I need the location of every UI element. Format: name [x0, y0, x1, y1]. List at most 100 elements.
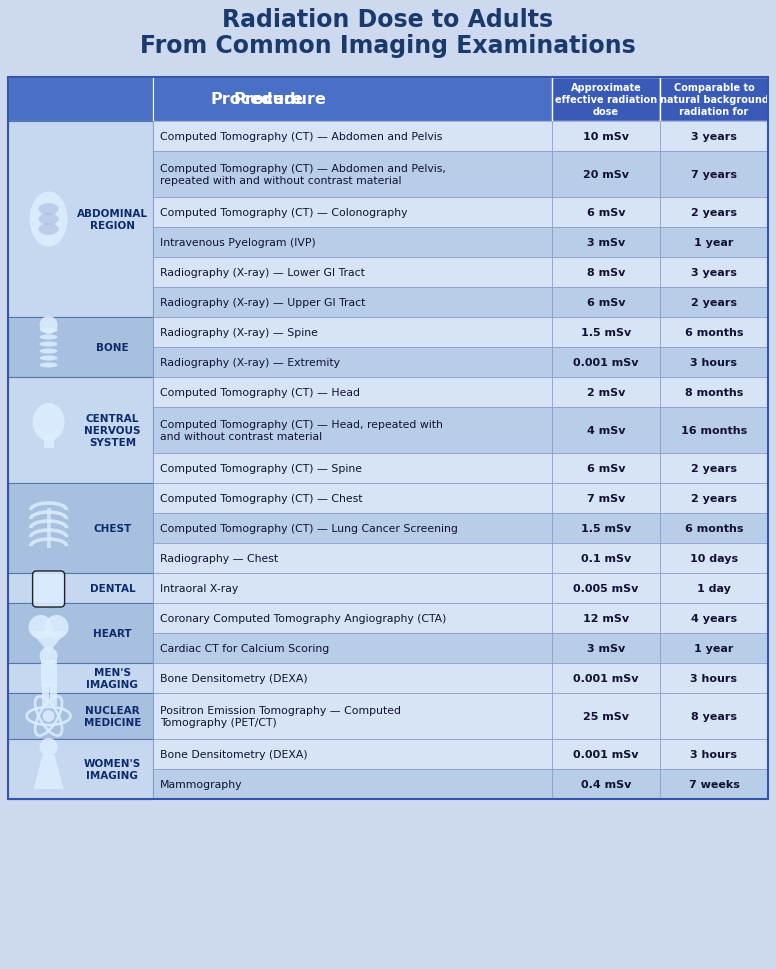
Bar — [660, 348, 768, 378]
Bar — [8, 318, 153, 378]
Bar — [552, 514, 660, 544]
Bar — [552, 574, 660, 604]
Bar — [40, 660, 57, 686]
Text: DENTAL: DENTAL — [89, 583, 135, 593]
Bar — [660, 198, 768, 228]
Text: 2 years: 2 years — [691, 207, 737, 218]
Ellipse shape — [40, 363, 57, 368]
Bar — [552, 408, 660, 453]
Text: Computed Tomography (CT) — Abdomen and Pelvis: Computed Tomography (CT) — Abdomen and P… — [160, 132, 442, 141]
Text: 8 months: 8 months — [684, 388, 743, 397]
Circle shape — [43, 710, 54, 722]
Text: 2 mSv: 2 mSv — [587, 388, 625, 397]
Bar — [8, 122, 153, 318]
Bar — [153, 664, 552, 693]
Bar — [660, 634, 768, 664]
Text: MEN'S
IMAGING: MEN'S IMAGING — [86, 668, 138, 689]
Bar — [552, 634, 660, 664]
Bar — [153, 122, 552, 152]
Ellipse shape — [39, 224, 59, 235]
Bar — [660, 604, 768, 634]
Bar — [50, 684, 57, 706]
FancyBboxPatch shape — [33, 572, 64, 608]
Bar — [552, 318, 660, 348]
Bar — [552, 453, 660, 484]
Text: Computed Tomography (CT) — Abdomen and Pelvis,
repeated with and without contras: Computed Tomography (CT) — Abdomen and P… — [160, 164, 446, 186]
Bar — [153, 484, 552, 514]
Text: 6 mSv: 6 mSv — [587, 463, 625, 474]
Bar — [552, 288, 660, 318]
Text: NUCLEAR
MEDICINE: NUCLEAR MEDICINE — [84, 705, 141, 727]
Bar — [153, 228, 552, 258]
Bar — [153, 769, 552, 799]
Text: 4 years: 4 years — [691, 613, 737, 623]
Bar — [552, 228, 660, 258]
Bar — [552, 664, 660, 693]
Bar — [660, 228, 768, 258]
Text: Procedure: Procedure — [210, 92, 303, 108]
Ellipse shape — [29, 192, 68, 247]
Text: 3 mSv: 3 mSv — [587, 643, 625, 653]
Text: Bone Densitometry (DEXA): Bone Densitometry (DEXA) — [160, 749, 307, 760]
Text: 2 years: 2 years — [691, 463, 737, 474]
Text: Computed Tomography (CT) — Lung Cancer Screening: Computed Tomography (CT) — Lung Cancer S… — [160, 523, 458, 534]
Circle shape — [44, 615, 68, 640]
Bar — [552, 693, 660, 739]
Text: 20 mSv: 20 mSv — [583, 170, 629, 180]
Bar — [153, 152, 552, 198]
Bar — [660, 288, 768, 318]
Ellipse shape — [40, 349, 57, 354]
Bar — [660, 78, 768, 122]
Bar — [552, 258, 660, 288]
Text: Computed Tomography (CT) — Head, repeated with
and without contrast material: Computed Tomography (CT) — Head, repeate… — [160, 420, 443, 441]
Bar — [153, 604, 552, 634]
Bar — [552, 122, 660, 152]
Bar — [153, 258, 552, 288]
Text: Computed Tomography (CT) — Chest: Computed Tomography (CT) — Chest — [160, 493, 362, 504]
Polygon shape — [30, 632, 67, 653]
Bar — [660, 514, 768, 544]
Bar — [8, 78, 768, 799]
Bar — [660, 739, 768, 769]
Ellipse shape — [39, 203, 59, 216]
Text: 3 hours: 3 hours — [691, 358, 737, 367]
Bar — [8, 78, 153, 122]
Text: HEART: HEART — [93, 628, 132, 639]
Bar — [153, 78, 552, 122]
Bar — [660, 408, 768, 453]
Text: 8 mSv: 8 mSv — [587, 267, 625, 278]
Text: 0.001 mSv: 0.001 mSv — [573, 358, 639, 367]
Text: 3 years: 3 years — [691, 267, 737, 278]
Text: 0.005 mSv: 0.005 mSv — [573, 583, 639, 593]
Text: 7 years: 7 years — [691, 170, 737, 180]
Bar — [552, 348, 660, 378]
Text: 7 mSv: 7 mSv — [587, 493, 625, 504]
Bar — [153, 348, 552, 378]
Bar — [153, 634, 552, 664]
Text: Procedure: Procedure — [234, 92, 327, 108]
Ellipse shape — [39, 214, 59, 226]
Bar — [153, 574, 552, 604]
Text: Coronary Computed Tomography Angiography (CTA): Coronary Computed Tomography Angiography… — [160, 613, 446, 623]
Bar — [660, 378, 768, 408]
Bar — [153, 453, 552, 484]
Text: Radiography (X-ray) — Lower GI Tract: Radiography (X-ray) — Lower GI Tract — [160, 267, 365, 278]
Polygon shape — [33, 755, 64, 789]
Text: From Common Imaging Examinations: From Common Imaging Examinations — [140, 34, 636, 58]
Bar — [552, 604, 660, 634]
Text: Bone Densitometry (DEXA): Bone Densitometry (DEXA) — [160, 673, 307, 683]
Ellipse shape — [40, 357, 57, 361]
Text: 3 hours: 3 hours — [691, 749, 737, 760]
Text: Comparable to
natural background
radiation for: Comparable to natural background radiati… — [660, 83, 768, 116]
Bar — [42, 684, 49, 706]
Bar — [552, 78, 660, 122]
Text: 1 day: 1 day — [697, 583, 731, 593]
Bar — [8, 693, 153, 739]
Text: 10 mSv: 10 mSv — [583, 132, 629, 141]
Circle shape — [29, 615, 53, 640]
Text: 0.001 mSv: 0.001 mSv — [573, 749, 639, 760]
Circle shape — [40, 317, 57, 334]
Text: 0.4 mSv: 0.4 mSv — [580, 779, 631, 789]
Text: Radiography (X-ray) — Upper GI Tract: Radiography (X-ray) — Upper GI Tract — [160, 297, 365, 308]
Bar — [153, 378, 552, 408]
